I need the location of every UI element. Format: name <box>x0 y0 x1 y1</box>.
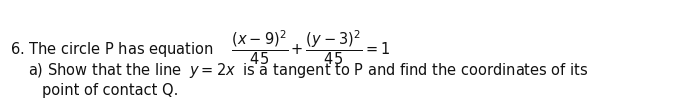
Text: point of contact Q.: point of contact Q. <box>42 83 178 98</box>
Text: a) Show that the line $\;y=2x\;$ is a tangent to P and find the coordinates of i: a) Show that the line $\;y=2x\;$ is a ta… <box>28 61 589 80</box>
Text: 6. The circle P has equation $\quad\dfrac{(x-9)^{2}}{45}+\dfrac{(y-3)^{2}}{45}=1: 6. The circle P has equation $\quad\dfra… <box>10 29 390 67</box>
